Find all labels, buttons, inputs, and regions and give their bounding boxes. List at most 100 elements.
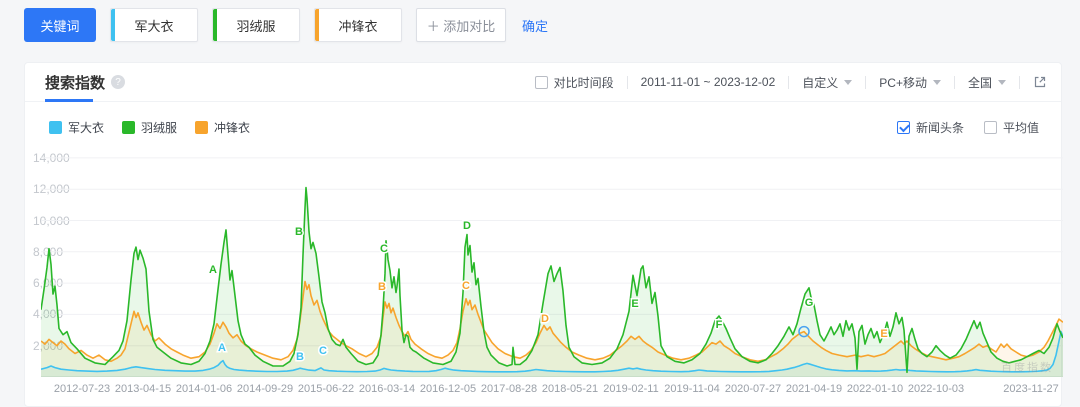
news-marker-军大衣-A[interactable]: A [217, 341, 228, 356]
series-legend: 军大衣 羽绒服 冲锋衣 [49, 119, 268, 136]
x-axis-tick: 2020-07-27 [724, 383, 782, 395]
legend-item[interactable]: 军大衣 [49, 119, 104, 136]
news-marker-羽绒服-C[interactable]: C [379, 241, 390, 256]
divider [953, 75, 955, 89]
keyword-color-bar [111, 9, 115, 41]
keyword-toolbar: 关键词 军大衣 羽绒服 冲锋衣 ＋ 添加对比 确定 [24, 8, 548, 42]
legend-row: 军大衣 羽绒服 冲锋衣 新闻头条 平均值 [25, 110, 1061, 144]
keyword-chip-label: 冲锋衣 [338, 18, 378, 34]
keyword-chip-3[interactable]: 冲锋衣 [314, 8, 402, 42]
x-axis-tick: 2015-06-22 [297, 383, 355, 395]
x-axis-tick: 2022-01-10 [846, 383, 904, 395]
legend-item[interactable]: 羽绒服 [122, 119, 177, 136]
checkbox-icon[interactable] [534, 75, 548, 89]
keyword-color-bar [315, 9, 319, 41]
series-area-冲锋衣 [41, 281, 1063, 377]
region-dropdown[interactable]: 全国 [968, 74, 1006, 91]
date-range-picker[interactable]: 2011-11-01 ~ 2023-12-02 [641, 75, 776, 89]
news-marker-军大衣-B[interactable]: B [295, 349, 306, 364]
compare-period-label: 对比时间段 [553, 75, 614, 90]
series-area-军大衣 [41, 331, 1063, 377]
device-value: PC+移动 [879, 75, 927, 90]
checkbox-icon[interactable] [983, 120, 997, 134]
compare-period-checkbox[interactable]: 对比时间段 [534, 74, 614, 91]
trend-chart: 14,000 12,000 10,000 8,000 6,000 4,000 2,000 A… [25, 151, 1063, 407]
x-axis-tick: 2016-03-14 [358, 383, 416, 395]
external-link-icon [1034, 76, 1046, 88]
active-tab-indicator [45, 99, 93, 102]
tab-search-index[interactable]: 搜索指数 [45, 63, 106, 102]
x-axis-tick: 2016-12-05 [419, 383, 477, 395]
series-area-羽绒服 [41, 187, 1063, 377]
news-marker-冲锋衣-B[interactable]: B [377, 279, 388, 294]
add-compare-button[interactable]: ＋ 添加对比 [416, 8, 506, 42]
news-headlines-label: 新闻头条 [915, 120, 964, 135]
series-line-冲锋衣[interactable] [41, 280, 1063, 363]
tab-search-index-label: 搜索指数 [45, 74, 106, 92]
divider [788, 75, 790, 89]
news-marker-羽绒服-D[interactable]: D [462, 218, 473, 233]
range-mode-value: 自定义 [802, 75, 839, 90]
divider [865, 75, 867, 89]
x-axis-tick: 2017-08-28 [480, 383, 538, 395]
x-axis-tick: 2014-09-29 [236, 383, 294, 395]
news-marker-冲锋衣-C[interactable]: C [461, 279, 472, 294]
legend-swatch-icon [49, 120, 62, 134]
news-marker-羽绒服-G[interactable]: G [803, 295, 815, 310]
series-line-羽绒服[interactable] [41, 186, 1063, 374]
news-marker-羽绒服-B[interactable]: B [294, 224, 305, 239]
keyword-chip-2[interactable]: 羽绒服 [212, 8, 300, 42]
chevron-down-icon [932, 79, 941, 85]
chevron-down-icon [998, 79, 1006, 85]
range-mode-dropdown[interactable]: 自定义 [802, 74, 853, 91]
news-marker-军大衣-C[interactable]: C [318, 343, 329, 358]
keyword-chip-label: 羽绒服 [236, 18, 276, 34]
legend-item[interactable]: 冲锋衣 [195, 119, 250, 136]
help-icon[interactable]: ? [111, 75, 126, 89]
keyword-button[interactable]: 关键词 [24, 8, 96, 42]
legend-swatch-icon [122, 120, 136, 134]
chevron-down-icon [844, 79, 853, 85]
x-axis-tick: 2023-11-27 [1003, 383, 1059, 395]
x-axis-tick: 2019-11-04 [664, 383, 720, 395]
panel-header: 搜索指数 ? 对比时间段 2011-11-01 ~ 2023-12-02 自定义… [25, 63, 1061, 102]
highlighted-point[interactable] [798, 325, 810, 338]
news-marker-冲锋衣-D[interactable]: D [540, 311, 551, 326]
x-axis-tick: 2012-07-23 [53, 383, 111, 395]
x-axis-tick: 2018-05-21 [541, 383, 599, 395]
keyword-chip-list: 军大衣 羽绒服 冲锋衣 [96, 8, 402, 42]
checkbox-checked-icon[interactable] [896, 120, 910, 134]
x-axis-tick: 2022-10-03 [907, 383, 965, 395]
legend-label: 军大衣 [68, 120, 105, 135]
device-dropdown[interactable]: PC+移动 [879, 74, 941, 91]
watermark: 百度指数 [1001, 362, 1053, 374]
average-label: 平均值 [1002, 120, 1039, 135]
confirm-link[interactable]: 确定 [522, 18, 549, 34]
news-marker-羽绒服-F[interactable]: F [714, 318, 724, 333]
news-headlines-checkbox[interactable]: 新闻头条 [896, 119, 964, 136]
x-axis-tick: 2021-04-19 [785, 383, 843, 395]
keyword-chip-1[interactable]: 军大衣 [110, 8, 198, 42]
region-value: 全国 [967, 75, 992, 90]
x-axis-tick: 2019-02-11 [603, 383, 659, 395]
x-axis-tick: 2013-04-15 [114, 383, 172, 395]
news-marker-羽绒服-A[interactable]: A [208, 262, 219, 277]
keyword-color-bar [213, 9, 217, 41]
legend-swatch-icon [195, 120, 209, 134]
panel-controls: 对比时间段 2011-11-01 ~ 2023-12-02 自定义 PC+移动 … [534, 74, 1047, 91]
series-line-军大衣[interactable] [41, 330, 1063, 373]
legend-label: 羽绒服 [141, 120, 178, 135]
news-marker-羽绒服-E[interactable]: E [630, 296, 640, 311]
average-checkbox[interactable]: 平均值 [983, 119, 1039, 136]
divider [1019, 75, 1020, 89]
divider [626, 75, 628, 89]
overlay-toggles: 新闻头条 平均值 [877, 119, 1039, 136]
x-axis-labels: 2012-07-23 2013-04-15 2014-01-06 2014-09-29… [41, 383, 1063, 399]
x-axis-tick: 2014-01-06 [175, 383, 233, 395]
legend-label: 冲锋衣 [214, 120, 251, 135]
open-external-button[interactable] [1033, 75, 1047, 89]
news-marker-冲锋衣-E[interactable]: E [879, 326, 889, 341]
keyword-chip-label: 军大衣 [134, 18, 174, 34]
